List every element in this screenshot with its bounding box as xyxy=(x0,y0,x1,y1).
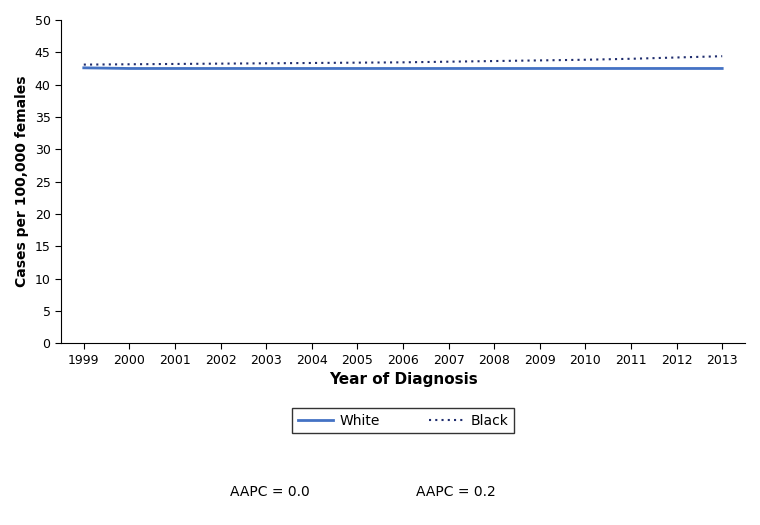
X-axis label: Year of Diagnosis: Year of Diagnosis xyxy=(328,372,477,387)
Y-axis label: Cases per 100,000 females: Cases per 100,000 females xyxy=(15,76,29,287)
Text: AAPC = 0.0: AAPC = 0.0 xyxy=(230,485,309,499)
Text: AAPC = 0.2: AAPC = 0.2 xyxy=(416,485,496,499)
Legend: White, Black: White, Black xyxy=(293,408,514,433)
